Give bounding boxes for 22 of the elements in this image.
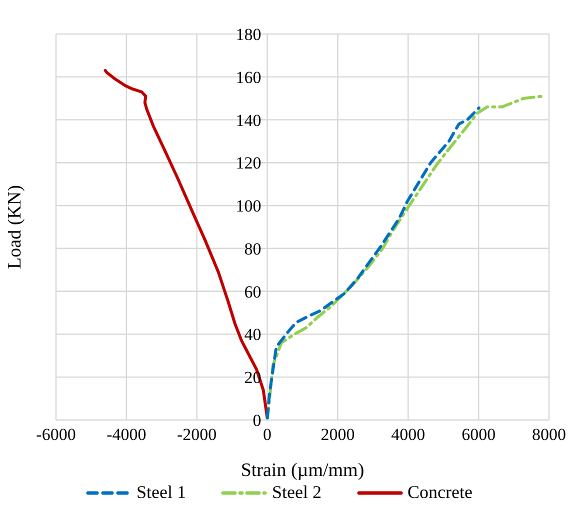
x-tick-label: 4000 <box>391 425 426 444</box>
y-tick-label: 80 <box>244 239 262 258</box>
x-tick-label: 6000 <box>462 425 496 444</box>
legend-label: Steel 1 <box>136 482 186 503</box>
y-tick-label: 120 <box>236 154 262 173</box>
y-tick-label: 0 <box>252 411 262 430</box>
y-tick-label: 160 <box>236 68 262 87</box>
y-tick-label: 60 <box>244 282 262 302</box>
y-tick-label: 100 <box>236 196 262 216</box>
line-series <box>266 94 545 420</box>
x-tick-label: -2000 <box>177 425 217 444</box>
legend-label: Concrete <box>408 482 472 503</box>
x-axis-title: Strain (µm/mm) <box>240 460 364 481</box>
x-tick-label: -4000 <box>106 425 146 444</box>
y-tick-label: 180 <box>236 25 262 44</box>
x-tick-label: 2000 <box>320 425 355 444</box>
x-tick-label: -6000 <box>36 425 76 444</box>
y-tick-label: 40 <box>244 325 262 344</box>
y-tick-label: 140 <box>236 110 262 130</box>
line-series <box>266 106 480 420</box>
legend-label: Steel 2 <box>272 482 322 503</box>
x-tick-label: 8000 <box>532 425 566 444</box>
